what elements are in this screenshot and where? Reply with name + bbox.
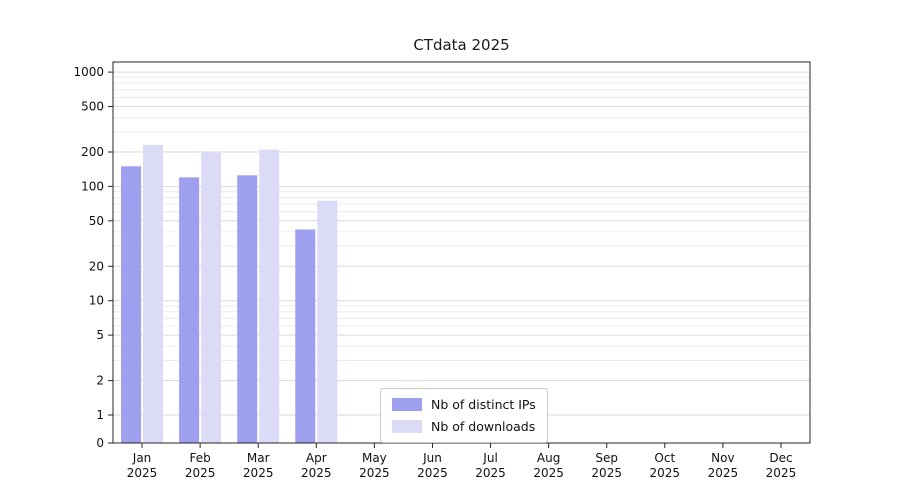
x-tick-label-year: 2025 [533, 466, 564, 480]
x-tick-label-month: Nov [711, 451, 734, 465]
y-tick-label: 0 [96, 436, 104, 450]
x-tick-label-year: 2025 [243, 466, 274, 480]
legend-swatch-downloads-icon [392, 420, 422, 433]
x-tick-label-month: Feb [190, 451, 211, 465]
x-tick-label-month: Sep [595, 451, 618, 465]
x-tick-label-year: 2025 [417, 466, 448, 480]
x-tick-label-month: Dec [769, 451, 792, 465]
legend: Nb of distinct IPs Nb of downloads [380, 388, 548, 443]
chart-title: CTdata 2025 [413, 36, 510, 54]
x-tick-label-month: Jan [132, 451, 152, 465]
bar-downloads-feb [201, 151, 222, 444]
x-tick-label-year: 2025 [766, 466, 797, 480]
y-tick-label: 1 [96, 408, 104, 422]
x-tick-label-month: Aug [537, 451, 560, 465]
x-tick-label-year: 2025 [127, 466, 158, 480]
x-tick-label-month: Oct [654, 451, 675, 465]
y-tick-label: 20 [89, 259, 104, 273]
bar-distinct-ips-jan [121, 166, 142, 443]
y-tick-label: 100 [81, 179, 104, 193]
y-tick-label: 5 [96, 328, 104, 342]
x-tick-label-year: 2025 [301, 466, 332, 480]
x-tick-label-month: Apr [306, 451, 327, 465]
y-tick-label: 2 [96, 374, 104, 388]
bar-downloads-apr [317, 200, 338, 443]
x-tick-label-month: May [362, 451, 387, 465]
y-tick-label: 10 [89, 294, 104, 308]
y-tick-label: 500 [81, 100, 104, 114]
bar-downloads-jan [143, 145, 164, 443]
bar-distinct-ips-feb [179, 177, 200, 443]
legend-item-downloads: Nb of downloads [392, 419, 536, 434]
x-tick-label-year: 2025 [185, 466, 216, 480]
x-tick-label-month: Jul [482, 451, 497, 465]
x-tick-label-year: 2025 [708, 466, 739, 480]
x-tick-label-month: Jun [422, 451, 442, 465]
y-tick-label: 50 [89, 214, 104, 228]
y-tick-label: 1000 [73, 65, 104, 79]
x-tick-label-year: 2025 [591, 466, 622, 480]
x-tick-label-month: Mar [247, 451, 270, 465]
legend-item-distinct-ips: Nb of distinct IPs [392, 397, 536, 412]
y-tick-label: 200 [81, 145, 104, 159]
legend-swatch-distinct-ips-icon [392, 398, 422, 411]
bar-distinct-ips-apr [295, 229, 316, 443]
x-tick-label-year: 2025 [650, 466, 681, 480]
plot-border [112, 61, 811, 444]
bar-downloads-mar [259, 149, 280, 444]
legend-label-downloads: Nb of downloads [431, 419, 536, 434]
x-tick-label-year: 2025 [475, 466, 506, 480]
bar-distinct-ips-mar [237, 175, 258, 443]
x-tick-label-year: 2025 [359, 466, 390, 480]
legend-label-distinct-ips: Nb of distinct IPs [431, 397, 536, 412]
